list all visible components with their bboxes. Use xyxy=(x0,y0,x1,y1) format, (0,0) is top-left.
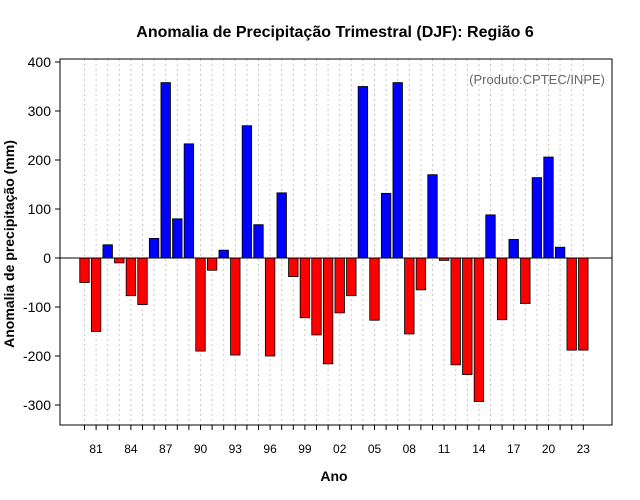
bar: 2004: 350 xyxy=(357,86,369,259)
bar: 2010: 170 xyxy=(427,174,438,259)
bar: 2008: -155 xyxy=(404,257,415,335)
x-tick-label: 20 xyxy=(542,442,556,456)
x-tick-label: 05 xyxy=(368,442,382,456)
bar: 1993: -198 xyxy=(230,257,241,356)
bar: 1999: -122 xyxy=(299,257,311,319)
x-axis-label: Ano xyxy=(320,468,347,484)
y-tick-label: 0 xyxy=(43,250,51,266)
bar: 1998: -38 xyxy=(288,257,299,278)
bar: 2017: 38 xyxy=(508,238,519,259)
bar: 2006: 132 xyxy=(380,192,392,259)
bar: 2016: -126 xyxy=(496,257,508,321)
y-tick-label: 400 xyxy=(28,54,52,70)
x-tick-label: 90 xyxy=(194,442,208,456)
x-tick-label: 23 xyxy=(577,442,591,456)
bar: 2005: -127 xyxy=(369,257,380,321)
y-tick-label: 100 xyxy=(28,201,52,217)
x-axis: 81 84 87 90 93 96 99 02 05 08 11 14 17 20 23 xyxy=(84,425,591,456)
x-tick-label: 93 xyxy=(229,442,243,456)
bar: 2003: -77 xyxy=(346,257,357,297)
bar: 2022: -188 xyxy=(566,257,577,351)
bars: 1980: -501981: -1501982: 271983: -101984… xyxy=(79,82,589,402)
x-tick-label: 14 xyxy=(472,442,486,456)
y-tick-label: -200 xyxy=(23,348,51,364)
x-tick-label: 11 xyxy=(438,442,451,456)
y-axis-label: Anomalia de precipitação (mm) xyxy=(1,140,17,348)
x-tick-label: 96 xyxy=(263,442,277,456)
bar: 2018: -93 xyxy=(520,257,531,304)
grid-lines xyxy=(84,59,584,425)
bar: 2002: -112 xyxy=(334,257,345,314)
x-tick-label: 02 xyxy=(333,442,347,456)
bar: 1991: -25 xyxy=(206,257,218,271)
bar: 1981: -150 xyxy=(90,257,102,332)
bar: 1990: -190 xyxy=(195,257,206,352)
bar: 2007: 358 xyxy=(392,82,403,259)
bar: 1983: -10 xyxy=(114,257,125,264)
bar: 1992: 16 xyxy=(218,249,229,259)
bar: 1987: 358 xyxy=(160,82,171,259)
bar: 2012: -218 xyxy=(450,257,461,366)
bar: 1988: 80 xyxy=(172,218,183,259)
bar: 1989: 233 xyxy=(183,143,195,259)
bar: 1994: 270 xyxy=(241,125,253,259)
y-tick-label: 300 xyxy=(28,103,52,119)
bar: 2009: -65 xyxy=(415,257,427,291)
bar: 2020: 206 xyxy=(543,156,554,259)
y-tick-label: -100 xyxy=(23,299,51,315)
y-axis: 400 300 200 100 0 -100 -200 -300 xyxy=(23,54,60,413)
x-tick-label: 81 xyxy=(89,442,103,456)
bar: 1980: -50 xyxy=(79,257,90,283)
chart-title: Anomalia de Precipitação Trimestral (DJF… xyxy=(136,24,534,41)
x-tick-label: 17 xyxy=(507,442,521,456)
x-tick-label: 84 xyxy=(124,442,138,456)
bar: 1986: 40 xyxy=(148,237,160,259)
bar: 1985: -95 xyxy=(137,257,148,305)
bar: 2015: 88 xyxy=(485,214,496,259)
bar: 2021: 22 xyxy=(554,246,566,259)
bar: 2014: -293 xyxy=(473,257,485,402)
y-tick-label: -300 xyxy=(23,397,51,413)
x-tick-label: 87 xyxy=(159,442,173,456)
x-tick-label: 99 xyxy=(298,442,312,456)
bar: 1995: 68 xyxy=(253,224,264,259)
bar: 1996: -200 xyxy=(264,257,276,357)
bar: 2013: -238 xyxy=(462,257,473,376)
plot-frame xyxy=(59,58,613,426)
bar: 2019: 164 xyxy=(531,177,543,259)
bar: 2000: -157 xyxy=(311,257,322,336)
x-tick-label: 08 xyxy=(403,442,417,456)
source-annotation: (Produto:CPTEC/INPE) xyxy=(469,72,605,87)
bar: 1982: 27 xyxy=(102,244,113,259)
y-tick-label: 200 xyxy=(28,152,52,168)
bar: 1984: -77 xyxy=(125,257,137,297)
bar: 1997: 133 xyxy=(276,192,287,259)
